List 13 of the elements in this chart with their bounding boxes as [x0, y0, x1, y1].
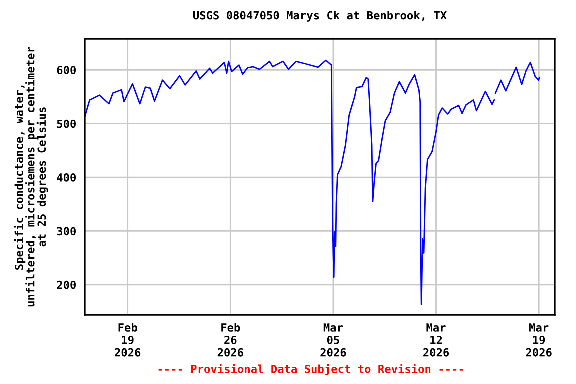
- text: ---- Provisional Data Subject to Revision ----: [158, 364, 464, 376]
- y-axis-title: Specific conductance, water, unfiltered, microsiemens per centimeter at 25 degrees Celsius: [14, 46, 48, 307]
- x-tick-label: Mar 05 2026: [320, 324, 346, 357]
- chart-title: USGS 08047050 Marys Ck at Benbrook, TX: [193, 11, 447, 22]
- y-tick-label: 500: [57, 120, 76, 128]
- y-tick-label: 600: [57, 66, 76, 75]
- y-tick-label: 200: [57, 280, 76, 290]
- x-tick-label: Mar 12 2026: [424, 324, 450, 357]
- y-tick-label: 400: [57, 174, 76, 182]
- x-tick-label: Feb 19 2026: [115, 323, 141, 357]
- x-tick-label: Feb 26 2026: [218, 323, 244, 357]
- y-tick-label: 300: [57, 227, 76, 236]
- x-tick-label: Mar 19 2026: [526, 324, 552, 357]
